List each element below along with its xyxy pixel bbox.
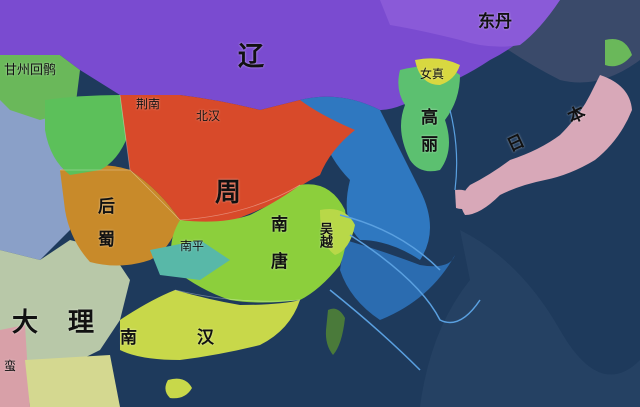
wuyue-region [320, 209, 355, 255]
sea-route [449, 109, 458, 191]
sw-region [0, 325, 30, 407]
borders [60, 94, 301, 302]
label-wuyue: 吴越 [317, 222, 332, 248]
label-dongdan: 东丹 [478, 12, 512, 32]
sea-route [329, 289, 421, 371]
label-beihan: 北汉 [196, 109, 221, 123]
dali-region [0, 240, 130, 380]
jurchen-region [415, 58, 460, 85]
dongdan-region [380, 0, 560, 47]
label-dali: 大理 [12, 308, 125, 338]
label-ganzhou: 甘州回鹘 [4, 63, 57, 78]
sea-route [339, 214, 441, 271]
label-liao: 辽 [238, 42, 267, 72]
label-jingnan: 荆南 [136, 97, 161, 111]
taiwan-island [325, 308, 345, 355]
label-nantang: 南唐 [267, 215, 287, 289]
goryeo-region [398, 66, 460, 172]
label-nanping: 南平 [180, 239, 205, 253]
japan-region [461, 75, 632, 215]
hokkaido-region [605, 39, 632, 67]
nanping-region [150, 240, 230, 280]
hainan-island [165, 378, 192, 399]
later-shu-region [60, 165, 180, 266]
southern-han-region [120, 290, 300, 360]
label-goryeo: 高丽 [417, 108, 437, 162]
zhou-region [120, 95, 355, 227]
northwest-green-region [45, 95, 130, 175]
label-man: 蛮 [4, 359, 17, 373]
label-zhou: 周 [215, 178, 244, 208]
southern-tang-region [171, 184, 347, 303]
kyushu-region [455, 189, 475, 209]
label-nuzhen: 女真 [420, 67, 445, 81]
sea-route [349, 234, 481, 324]
label-nanhan: 南汉 [120, 328, 274, 348]
east-china-sea [340, 240, 455, 320]
sea-ridge [420, 230, 640, 407]
label-houshu: 后蜀 [94, 197, 114, 263]
south-region [25, 355, 120, 407]
